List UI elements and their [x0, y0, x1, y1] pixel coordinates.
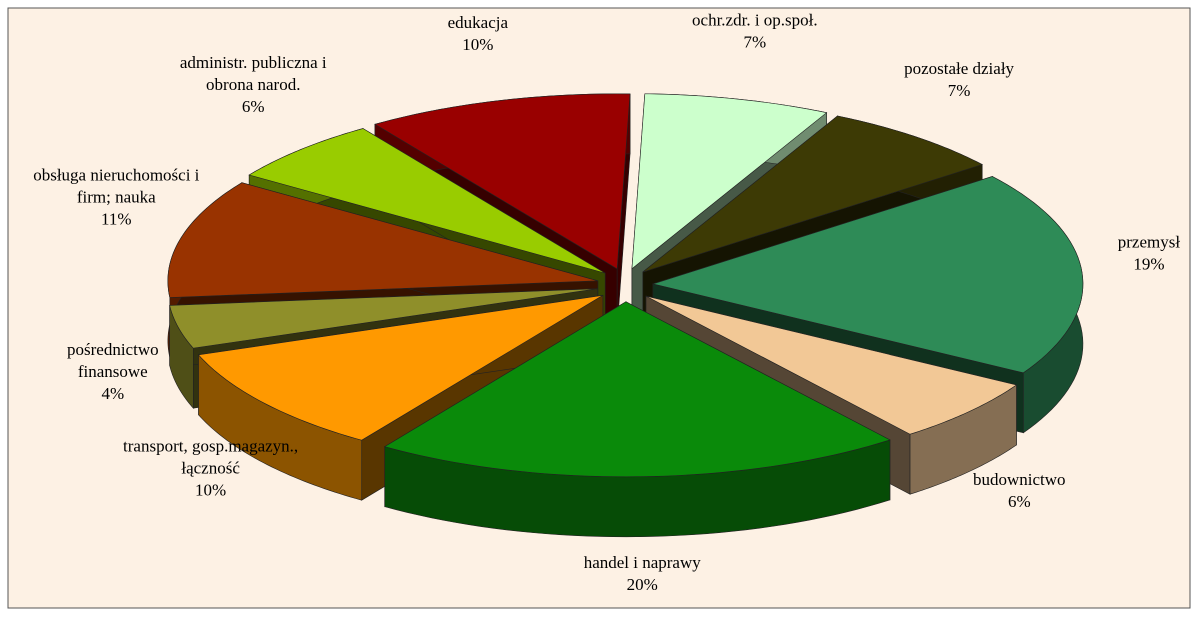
label-line: edukacja [448, 13, 509, 32]
label-line: łączność [181, 458, 240, 477]
data-label: edukacja [448, 13, 509, 32]
label-line: finansowe [78, 362, 148, 381]
slice [645, 295, 1018, 435]
label-line: transport, gosp.magazyn., [123, 436, 298, 455]
label-line: obsługa nieruchomości i [33, 165, 199, 184]
value-label: 6% [1008, 492, 1031, 511]
value-label: 7% [948, 81, 971, 100]
data-label: transport, gosp.magazyn., łączność [123, 436, 298, 477]
label-line: ochr.zdr. i op.społ. [692, 11, 818, 30]
label-line: handel i naprawy [584, 553, 702, 572]
value-label: 19% [1133, 254, 1164, 273]
slice [383, 301, 891, 478]
label-line: przemysł [1118, 232, 1181, 251]
label-line: firm; nauka [77, 187, 156, 206]
data-label: przemysł [1118, 232, 1181, 251]
slice [197, 295, 604, 441]
label-line: pośrednictwo [67, 340, 159, 359]
slice [374, 93, 631, 270]
value-label: 7% [744, 33, 767, 52]
value-label: 4% [101, 384, 124, 403]
label-line: obrona narod. [206, 75, 300, 94]
value-label: 20% [627, 575, 658, 594]
value-label: 10% [462, 35, 493, 54]
slice [169, 288, 598, 349]
data-label: ochr.zdr. i op.społ. [692, 11, 818, 30]
label-line: budownictwo [973, 470, 1066, 489]
slice [642, 115, 983, 273]
data-label: pośrednictwo finansowe [67, 340, 159, 381]
data-label: budownictwo [973, 470, 1066, 489]
value-label: 10% [195, 480, 226, 499]
label-line: pozostałe działy [904, 59, 1014, 78]
value-label: 11% [101, 209, 132, 228]
slice [248, 128, 606, 274]
data-label: pozostałe działy [904, 59, 1014, 78]
data-label: handel i naprawy [584, 553, 702, 572]
data-label: obsługa nieruchomości i firm; nauka [33, 165, 199, 206]
slice [631, 93, 828, 270]
slice [167, 182, 598, 298]
value-label: 6% [242, 97, 265, 116]
label-line: administr. publiczna i [180, 53, 327, 72]
slice [651, 176, 1084, 374]
data-label: administr. publiczna i obrona narod. [180, 53, 327, 94]
